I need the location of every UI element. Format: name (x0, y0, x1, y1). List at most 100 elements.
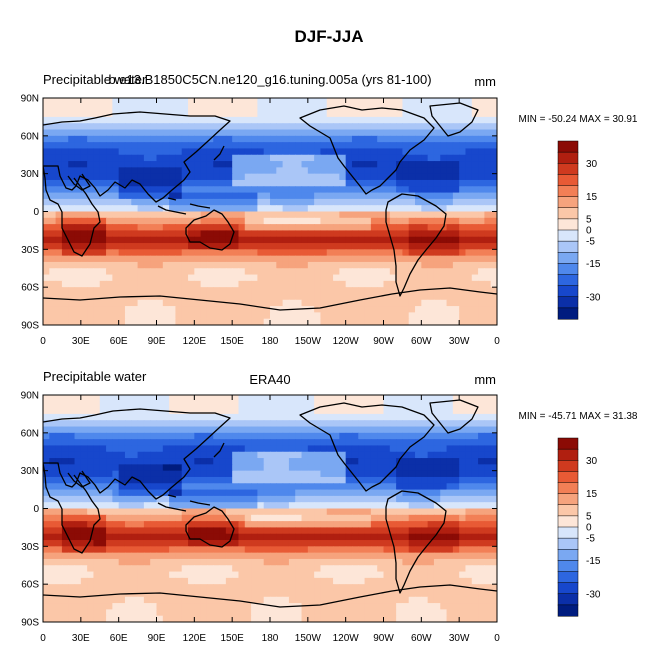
field-cell (244, 577, 252, 585)
field-cell (471, 495, 479, 503)
field-cell (490, 249, 497, 257)
field-cell (169, 552, 177, 560)
field-cell (80, 495, 88, 503)
field-cell (213, 571, 221, 579)
field-cell (251, 104, 258, 112)
field-cell (74, 217, 82, 225)
field-cell (74, 432, 82, 440)
field-cell (358, 489, 366, 497)
field-cell (421, 224, 429, 232)
field-cell (124, 280, 132, 288)
field-cell (314, 179, 322, 187)
field-cell (351, 274, 359, 282)
field-cell (301, 211, 309, 219)
field-cell (484, 445, 492, 453)
field-cell (408, 318, 416, 325)
field-cell (213, 514, 221, 522)
field-cell (106, 186, 113, 194)
field-cell (74, 395, 82, 402)
field-cell (131, 192, 139, 200)
field-cell (471, 458, 479, 465)
field-cell (188, 413, 195, 421)
field-cell (377, 533, 385, 541)
field-cell (49, 565, 57, 573)
field-cell (137, 287, 145, 295)
field-cell (162, 274, 170, 282)
field-cell (364, 584, 372, 592)
field-cell (402, 293, 410, 301)
field-cell (194, 236, 202, 244)
field-cell (61, 552, 69, 560)
field-cell (68, 577, 76, 585)
field-cell (288, 508, 296, 516)
field-cell (244, 293, 252, 301)
field-cell (339, 104, 347, 112)
field-cell (421, 198, 429, 206)
field-cell (478, 205, 485, 213)
field-cell (396, 426, 404, 434)
field-cell (49, 395, 57, 402)
field-cell (124, 558, 132, 566)
field-cell (137, 476, 145, 484)
field-cell (118, 217, 126, 225)
field-cell (383, 280, 391, 288)
field-cell (206, 312, 214, 320)
field-cell (137, 318, 145, 325)
field-cell (194, 211, 202, 219)
field-cell (200, 508, 208, 516)
field-cell (276, 521, 284, 529)
field-cell (68, 502, 76, 510)
field-cell (345, 571, 353, 579)
field-cell (389, 458, 397, 465)
field-cell (396, 249, 404, 257)
field-cell (61, 540, 69, 547)
field-cell (156, 426, 164, 434)
field-cell (263, 142, 271, 150)
field-cell (49, 407, 57, 415)
field-cell (43, 439, 50, 447)
field-cell (99, 236, 107, 244)
field-cell (307, 280, 315, 288)
field-cell (358, 230, 366, 238)
field-cell (263, 280, 271, 288)
field-cell (118, 135, 126, 143)
field-cell (440, 192, 448, 200)
field-cell (295, 577, 303, 585)
field-cell (364, 413, 372, 421)
field-cell (452, 230, 460, 238)
field-cell (358, 558, 366, 566)
field-cell (440, 306, 448, 313)
field-cell (295, 255, 303, 263)
field-cell (55, 211, 63, 219)
field-cell (238, 552, 246, 560)
field-cell (143, 192, 151, 200)
field-cell (55, 186, 63, 194)
field-cell (238, 211, 246, 219)
field-cell (377, 571, 385, 579)
field-cell (490, 129, 497, 137)
field-cell (112, 261, 120, 269)
field-cell (87, 552, 95, 560)
field-cell (137, 495, 145, 503)
field-cell (459, 217, 467, 225)
field-cell (377, 489, 385, 497)
field-cell (358, 287, 366, 295)
field-cell (282, 318, 290, 325)
field-cell (282, 451, 290, 459)
field-cell (87, 565, 95, 573)
field-cell (295, 205, 303, 213)
field-cell (433, 261, 441, 269)
field-cell (74, 135, 82, 143)
field-cell (232, 420, 240, 428)
field-cell (194, 458, 202, 465)
field-cell (288, 413, 296, 421)
field-cell (301, 483, 309, 491)
field-cell (80, 192, 88, 200)
field-cell (288, 312, 296, 320)
field-cell (339, 154, 347, 162)
field-cell (314, 426, 322, 434)
field-cell (213, 224, 221, 232)
field-cell (276, 179, 284, 187)
field-cell (150, 135, 158, 143)
field-cell (408, 198, 416, 206)
